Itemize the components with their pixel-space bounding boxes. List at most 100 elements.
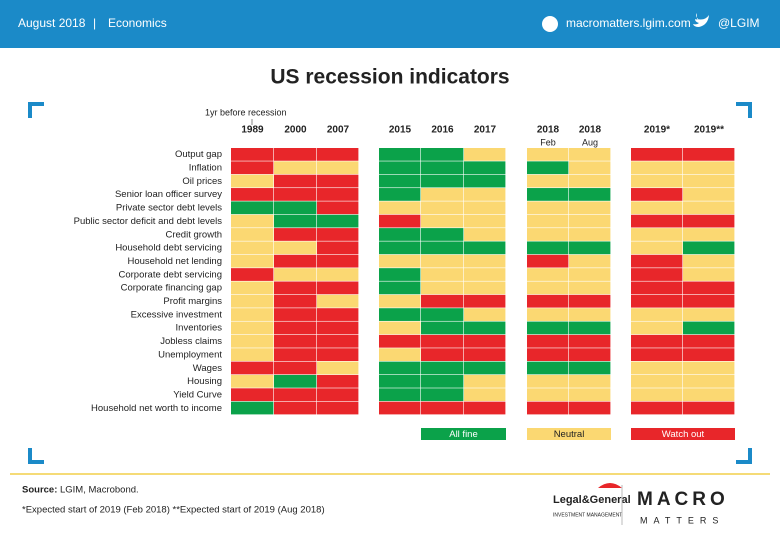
header-website[interactable]: macromatters.lgim.com bbox=[566, 16, 691, 30]
cell bbox=[421, 228, 464, 241]
cell bbox=[274, 214, 317, 228]
cell bbox=[274, 308, 317, 321]
cell bbox=[569, 361, 611, 375]
column-sublabel: Aug bbox=[582, 137, 598, 147]
cell bbox=[527, 374, 569, 388]
column-label: 2000 bbox=[284, 125, 307, 136]
cell bbox=[527, 188, 569, 201]
cell bbox=[379, 148, 421, 161]
cell bbox=[569, 214, 611, 228]
cell bbox=[421, 361, 464, 375]
cell bbox=[379, 361, 421, 375]
cell bbox=[631, 254, 683, 268]
cell bbox=[274, 321, 317, 335]
chart-title: US recession indicators bbox=[270, 66, 509, 89]
cell bbox=[317, 228, 359, 241]
cell bbox=[274, 281, 317, 295]
cell bbox=[683, 348, 735, 361]
cell bbox=[631, 188, 683, 201]
brand-top: MACRO bbox=[637, 489, 729, 510]
header-bar bbox=[0, 0, 780, 48]
cell bbox=[569, 201, 611, 215]
cell bbox=[421, 388, 464, 402]
cell bbox=[274, 361, 317, 375]
cell bbox=[274, 228, 317, 241]
cell bbox=[683, 294, 735, 308]
cell bbox=[683, 241, 735, 255]
legend-label: Neutral bbox=[554, 429, 585, 440]
cell bbox=[231, 308, 274, 321]
cell bbox=[569, 374, 611, 388]
cell bbox=[317, 308, 359, 321]
cell bbox=[683, 148, 735, 161]
cell bbox=[569, 294, 611, 308]
header-separator: | bbox=[93, 16, 96, 30]
row-label: Household net lending bbox=[127, 256, 222, 267]
header-handle[interactable]: @LGIM bbox=[718, 16, 760, 30]
cell bbox=[231, 374, 274, 388]
cell bbox=[464, 148, 506, 161]
cell bbox=[379, 308, 421, 321]
cell bbox=[464, 268, 506, 281]
cell bbox=[527, 334, 569, 348]
cell bbox=[631, 361, 683, 375]
cell bbox=[317, 388, 359, 402]
cell bbox=[464, 174, 506, 188]
cell bbox=[231, 401, 274, 415]
cell bbox=[464, 294, 506, 308]
cell bbox=[569, 268, 611, 281]
cell bbox=[464, 348, 506, 361]
cell bbox=[231, 268, 274, 281]
cell bbox=[683, 161, 735, 175]
cell bbox=[379, 388, 421, 402]
cell bbox=[683, 361, 735, 375]
row-label: Senior loan officer survey bbox=[115, 189, 222, 200]
cell bbox=[274, 241, 317, 255]
legend-swatch bbox=[421, 428, 506, 440]
cell bbox=[683, 254, 735, 268]
row-label: Household debt servicing bbox=[115, 243, 222, 254]
cell bbox=[631, 241, 683, 255]
cell bbox=[464, 214, 506, 228]
cell bbox=[379, 214, 421, 228]
cell bbox=[274, 294, 317, 308]
cell bbox=[569, 241, 611, 255]
cell bbox=[631, 348, 683, 361]
cell bbox=[527, 294, 569, 308]
cell bbox=[527, 281, 569, 295]
cell bbox=[274, 161, 317, 175]
cell bbox=[527, 348, 569, 361]
cell bbox=[683, 374, 735, 388]
cell bbox=[464, 388, 506, 402]
logo-sub: INVESTMENT MANAGEMENT bbox=[553, 512, 622, 518]
cell bbox=[569, 161, 611, 175]
cell bbox=[527, 254, 569, 268]
cell bbox=[379, 374, 421, 388]
row-label: Inventories bbox=[176, 323, 223, 334]
umbrella-icon bbox=[598, 483, 622, 488]
cell bbox=[631, 268, 683, 281]
footnote: *Expected start of 2019 (Feb 2018) **Exp… bbox=[22, 505, 325, 516]
cell bbox=[631, 281, 683, 295]
cell bbox=[421, 281, 464, 295]
column-sublabel: Feb bbox=[540, 137, 556, 147]
cell bbox=[379, 294, 421, 308]
cell bbox=[464, 308, 506, 321]
cell bbox=[569, 308, 611, 321]
web-icon bbox=[542, 16, 558, 32]
cell bbox=[317, 201, 359, 215]
cell bbox=[379, 201, 421, 215]
cell bbox=[379, 188, 421, 201]
column-label: 2018 bbox=[579, 125, 602, 136]
cell bbox=[231, 321, 274, 335]
cell bbox=[274, 348, 317, 361]
cell bbox=[274, 401, 317, 415]
cell bbox=[317, 174, 359, 188]
cell bbox=[379, 174, 421, 188]
cell bbox=[683, 321, 735, 335]
cell bbox=[317, 321, 359, 335]
cell bbox=[379, 321, 421, 335]
row-label: Wages bbox=[193, 363, 222, 374]
row-label: Credit growth bbox=[166, 229, 223, 240]
header-date: August 2018 bbox=[18, 16, 86, 30]
